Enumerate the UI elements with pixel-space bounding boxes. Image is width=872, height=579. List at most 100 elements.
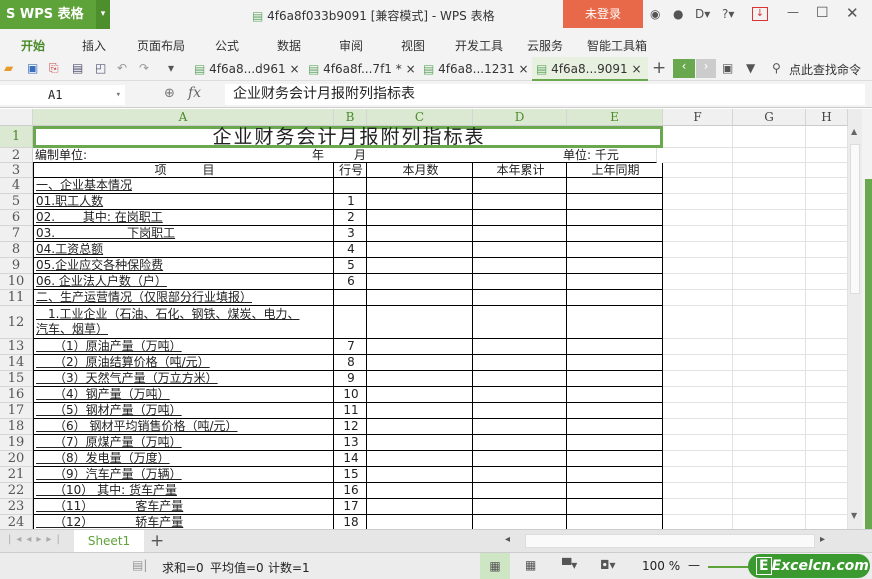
cell[interactable] xyxy=(663,435,733,451)
cell[interactable] xyxy=(806,403,848,419)
value-cell[interactable] xyxy=(473,435,567,451)
menu-smart-tools[interactable]: 智能工具箱 xyxy=(587,39,648,53)
line-number-cell[interactable]: 18 xyxy=(334,515,367,529)
row-header-12[interactable]: 12 xyxy=(0,306,33,339)
value-cell[interactable] xyxy=(473,387,567,403)
cell[interactable] xyxy=(663,483,733,499)
cell[interactable] xyxy=(733,258,806,274)
value-cell[interactable] xyxy=(367,274,473,290)
cell[interactable] xyxy=(733,355,806,371)
cell[interactable] xyxy=(806,258,848,274)
function-icon[interactable]: fx xyxy=(188,85,202,101)
menu-insert[interactable]: 插入 xyxy=(82,39,107,53)
sheet-nav-icon[interactable]: |◂◂▸▸| xyxy=(8,534,65,545)
value-cell[interactable] xyxy=(473,515,567,529)
value-cell[interactable] xyxy=(367,178,473,194)
reading-layout-icon[interactable]: ▀▾ xyxy=(562,558,578,572)
row-header-1[interactable]: 1 xyxy=(0,126,33,148)
line-number-cell[interactable]: 6 xyxy=(334,274,367,290)
row-header-6[interactable]: 6 xyxy=(0,210,33,226)
cell[interactable] xyxy=(733,210,806,226)
cell[interactable] xyxy=(806,178,848,194)
cell[interactable] xyxy=(733,515,806,529)
open-icon[interactable]: ▰ xyxy=(4,61,14,75)
line-number-cell[interactable]: 12 xyxy=(334,419,367,435)
value-cell[interactable] xyxy=(567,290,663,306)
cell[interactable] xyxy=(733,467,806,483)
value-cell[interactable] xyxy=(567,339,663,355)
new-tab-icon[interactable]: + xyxy=(652,58,667,78)
redo-icon[interactable]: ↷ xyxy=(139,61,150,75)
zoom-out-icon[interactable]: — xyxy=(688,558,700,572)
table-row-item[interactable]: （4）钢产量（万吨） xyxy=(33,387,334,403)
menu-home[interactable]: 开始 xyxy=(21,39,46,53)
cell[interactable] xyxy=(663,178,733,194)
vertical-scrollbar[interactable]: ▲ ▼ xyxy=(848,109,862,529)
cell[interactable] xyxy=(663,499,733,515)
menu-cloud[interactable]: 云服务 xyxy=(527,39,564,53)
cell[interactable] xyxy=(733,126,806,148)
row-header-18[interactable]: 18 xyxy=(0,419,33,435)
cell[interactable] xyxy=(806,306,848,339)
cell[interactable] xyxy=(663,451,733,467)
line-number-cell[interactable]: 8 xyxy=(334,355,367,371)
cell[interactable] xyxy=(733,451,806,467)
value-cell[interactable] xyxy=(367,419,473,435)
menu-developer[interactable]: 开发工具 xyxy=(455,39,504,53)
cell[interactable] xyxy=(733,403,806,419)
close-tab-icon[interactable]: × xyxy=(405,62,416,76)
cell[interactable] xyxy=(663,339,733,355)
value-cell[interactable] xyxy=(567,178,663,194)
table-row-item[interactable]: 二、生产运营情况（仅限部分行业填报） xyxy=(33,290,334,306)
maximize-button[interactable]: ☐ xyxy=(816,5,829,21)
line-number-cell[interactable]: 17 xyxy=(334,499,367,515)
cell[interactable] xyxy=(733,226,806,242)
row-header-2[interactable]: 2 xyxy=(0,148,33,163)
tab-next-button[interactable]: › xyxy=(696,59,716,78)
cell[interactable] xyxy=(663,148,733,163)
value-cell[interactable] xyxy=(473,242,567,258)
cell[interactable] xyxy=(806,499,848,515)
value-cell[interactable] xyxy=(567,483,663,499)
cell[interactable] xyxy=(733,178,806,194)
login-button[interactable]: 未登录 xyxy=(563,0,643,28)
command-search[interactable]: 点此查找命令 xyxy=(789,63,862,77)
value-cell[interactable] xyxy=(367,467,473,483)
value-cell[interactable] xyxy=(473,274,567,290)
cell[interactable] xyxy=(663,371,733,387)
table-row-item[interactable]: 03. 下岗职工 xyxy=(33,226,334,242)
cell[interactable] xyxy=(806,371,848,387)
value-cell[interactable] xyxy=(473,419,567,435)
spreadsheet-grid[interactable]: A B C D E F G H 1 2 3 4 5 6 7 8 9 10 11 12 13 14 15 16 17 18 19 20 2… xyxy=(0,109,848,529)
cell[interactable] xyxy=(733,435,806,451)
value-cell[interactable] xyxy=(567,274,663,290)
eye-protection-icon[interactable]: ◘▾ xyxy=(600,558,616,572)
value-cell[interactable] xyxy=(367,226,473,242)
cell[interactable] xyxy=(733,419,806,435)
column-header-g[interactable]: G xyxy=(733,109,806,126)
cell[interactable] xyxy=(663,355,733,371)
screen-icon[interactable]: ▣ xyxy=(722,61,734,75)
row-header-17[interactable]: 17 xyxy=(0,403,33,419)
table-row-item[interactable]: 04.工资总额 xyxy=(33,242,334,258)
cell[interactable] xyxy=(663,419,733,435)
cell[interactable] xyxy=(663,515,733,529)
row-header-5[interactable]: 5 xyxy=(0,194,33,210)
value-cell[interactable] xyxy=(367,306,473,339)
value-cell[interactable] xyxy=(473,306,567,339)
cloud-icon[interactable]: ● xyxy=(673,7,684,21)
cell[interactable] xyxy=(663,403,733,419)
cell[interactable] xyxy=(663,274,733,290)
sheet-tab-sheet1[interactable]: Sheet1 xyxy=(74,530,144,553)
header-cell[interactable]: 本年累计 xyxy=(473,163,567,178)
cell[interactable] xyxy=(806,290,848,306)
unit-label-cell[interactable]: 单位: 千元 xyxy=(561,148,657,163)
help-icon[interactable]: ?▾ xyxy=(722,7,735,21)
value-cell[interactable] xyxy=(567,355,663,371)
cell[interactable] xyxy=(663,258,733,274)
menu-data[interactable]: 数据 xyxy=(277,39,302,53)
export-pdf-icon[interactable]: ⎘ xyxy=(49,61,59,75)
scroll-up-icon[interactable]: ▲ xyxy=(851,127,858,136)
value-cell[interactable] xyxy=(473,226,567,242)
table-row-item[interactable]: （12） 轿车产量 xyxy=(33,515,334,529)
